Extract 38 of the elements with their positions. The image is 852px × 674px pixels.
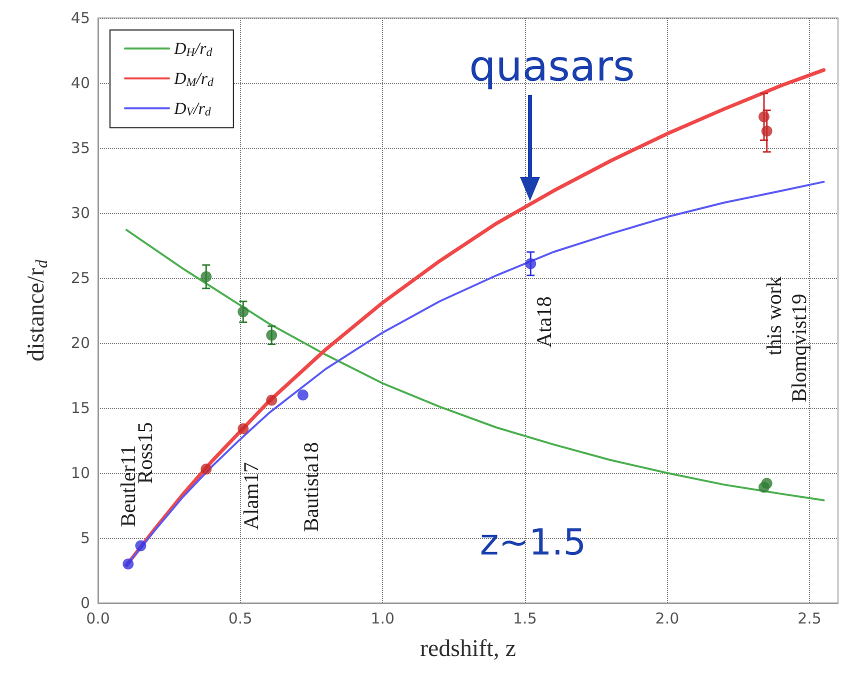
y-tick-label: 40	[70, 74, 90, 92]
point	[266, 394, 278, 406]
y-tick-label: 20	[70, 334, 90, 352]
point	[761, 126, 772, 137]
y-tick-label: 5	[80, 529, 90, 547]
annotation: z~1.5	[480, 522, 586, 564]
y-tick-label: 35	[70, 139, 90, 157]
annotation: Bautista18	[299, 442, 323, 532]
y-axis-title: distance/rd	[24, 259, 51, 362]
annotation: Blomqvist19	[787, 294, 811, 402]
point	[297, 390, 308, 400]
point	[238, 423, 249, 434]
annotation: Alam17	[239, 462, 263, 530]
y-tick-label: 25	[70, 269, 90, 287]
x-axis-title: redshift, z	[420, 636, 516, 662]
point	[200, 464, 212, 475]
y-tick-label: 30	[70, 204, 90, 222]
x-tick-label: 1.0	[370, 610, 395, 628]
x-tick-label: 2.5	[798, 610, 822, 628]
point	[135, 540, 146, 552]
point	[525, 258, 536, 270]
point	[758, 111, 770, 122]
y-tick-label: 10	[70, 464, 90, 482]
x-tick-label: 0.0	[86, 610, 110, 628]
point	[122, 558, 134, 570]
point	[238, 306, 249, 318]
annotation: Ata18	[532, 296, 556, 348]
annotation: this work	[762, 276, 786, 356]
point	[761, 478, 772, 489]
x-tick-label: 1.5	[512, 610, 537, 628]
point	[200, 271, 212, 282]
x-tick-label: 0.5	[228, 610, 252, 628]
x-tick-label: 2.0	[655, 610, 680, 628]
y-tick-label: 45	[70, 9, 90, 27]
y-tick-label: 0	[80, 594, 90, 612]
annotation: quasars	[469, 42, 635, 90]
point	[266, 330, 278, 341]
y-tick-label: 15	[70, 399, 90, 417]
